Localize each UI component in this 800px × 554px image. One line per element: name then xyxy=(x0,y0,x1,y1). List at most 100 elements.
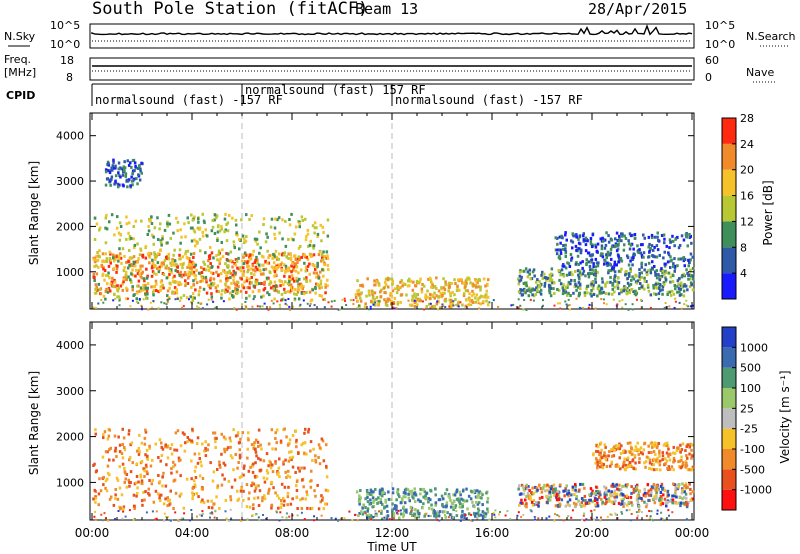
range-cell xyxy=(684,486,687,490)
range-cell xyxy=(450,304,453,307)
range-cell xyxy=(625,270,628,273)
range-cell xyxy=(528,268,531,272)
range-cell xyxy=(425,305,428,308)
range-cell xyxy=(419,299,422,302)
range-cell xyxy=(247,469,251,473)
y-tick-label: 3000 xyxy=(56,175,84,188)
range-cell xyxy=(288,450,291,454)
range-cell xyxy=(155,273,158,276)
range-cell xyxy=(111,276,114,280)
range-cell xyxy=(245,505,249,509)
range-cell xyxy=(266,471,270,475)
range-cell xyxy=(202,260,205,264)
range-cell xyxy=(546,488,549,492)
range-cell xyxy=(269,225,273,229)
range-cell xyxy=(672,445,675,449)
range-cell xyxy=(255,454,258,458)
range-cell xyxy=(292,265,296,269)
range-cell xyxy=(250,281,253,285)
range-cell xyxy=(363,305,367,309)
range-cell xyxy=(650,462,654,466)
cpid-label: CPID xyxy=(6,89,35,102)
range-cell xyxy=(375,295,379,299)
range-cell xyxy=(621,502,624,506)
range-cell xyxy=(232,428,235,432)
range-cell xyxy=(150,285,153,289)
range-cell xyxy=(533,503,536,507)
range-cell xyxy=(224,284,228,288)
range-cell xyxy=(530,491,533,494)
range-cell xyxy=(100,263,103,267)
range-cell xyxy=(672,292,676,296)
range-cell xyxy=(536,488,539,492)
range-cell xyxy=(383,280,387,284)
range-cell xyxy=(265,518,268,521)
range-cell xyxy=(445,488,449,492)
range-cell xyxy=(438,510,442,514)
range-cell xyxy=(111,168,114,172)
range-cell xyxy=(584,243,588,247)
range-cell xyxy=(640,511,643,514)
range-cell xyxy=(606,253,609,257)
range-cell xyxy=(249,256,252,260)
range-cell xyxy=(373,283,376,287)
range-cell xyxy=(146,282,150,286)
range-cell xyxy=(396,301,400,304)
range-cell xyxy=(205,291,209,295)
range-cell xyxy=(276,494,279,498)
range-cell xyxy=(212,277,216,281)
range-cell xyxy=(142,277,146,281)
range-cell xyxy=(153,226,157,230)
range-cell xyxy=(374,510,377,512)
range-cell xyxy=(164,266,167,270)
range-cell xyxy=(313,231,316,235)
range-cell xyxy=(399,501,403,505)
range-cell xyxy=(653,486,656,490)
range-cell xyxy=(522,282,526,285)
range-cell xyxy=(673,257,676,261)
range-cell xyxy=(413,492,416,496)
range-cell xyxy=(186,436,189,439)
range-cell xyxy=(621,512,623,515)
range-cell xyxy=(305,452,308,456)
range-cell xyxy=(539,292,543,296)
range-cell xyxy=(166,289,170,293)
range-cell xyxy=(604,490,608,494)
range-cell xyxy=(545,278,548,282)
range-cell xyxy=(646,269,650,273)
range-cell xyxy=(284,280,287,284)
range-cell xyxy=(402,505,405,509)
range-cell xyxy=(616,280,619,284)
range-cell xyxy=(591,500,594,504)
range-cell xyxy=(110,175,114,179)
range-cell xyxy=(265,276,269,280)
range-cell xyxy=(419,492,422,496)
range-cell xyxy=(131,169,135,173)
range-cell xyxy=(140,272,143,276)
range-cell xyxy=(191,218,195,222)
range-cell xyxy=(104,226,107,230)
range-cell xyxy=(625,465,629,469)
range-cell xyxy=(314,458,317,462)
range-cell xyxy=(261,499,264,503)
range-cell xyxy=(247,264,251,268)
range-cell xyxy=(520,483,524,487)
range-cell xyxy=(113,166,116,170)
range-cell xyxy=(117,259,120,263)
range-cell xyxy=(407,279,410,283)
range-cell xyxy=(167,266,170,270)
range-cell xyxy=(414,500,417,504)
range-cell xyxy=(201,234,205,238)
range-cell xyxy=(132,225,135,228)
range-cell xyxy=(179,492,183,496)
range-cell xyxy=(480,496,483,500)
range-cell xyxy=(378,300,381,303)
range-cell xyxy=(592,287,595,291)
range-cell xyxy=(200,271,204,274)
range-cell xyxy=(450,305,453,309)
range-cell xyxy=(648,461,652,465)
range-cell xyxy=(238,448,242,452)
range-cell xyxy=(447,289,450,293)
range-cell xyxy=(656,235,659,239)
range-cell xyxy=(291,262,294,265)
